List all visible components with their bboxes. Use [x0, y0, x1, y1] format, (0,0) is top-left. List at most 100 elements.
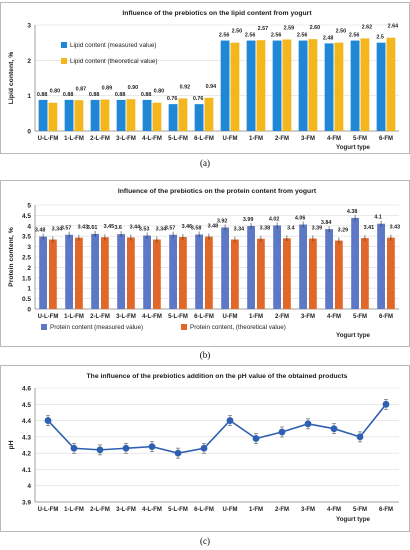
data-label: 2.5	[376, 35, 384, 41]
bar-measured	[142, 99, 152, 131]
bar-theoretical	[205, 236, 213, 309]
bar-theoretical	[127, 237, 135, 309]
data-label: 0.76	[167, 96, 178, 102]
data-label: 0.88	[141, 92, 152, 98]
bar-theoretical	[282, 39, 292, 132]
x-tick-label: 4-L-FM	[142, 507, 162, 513]
legend-entry: Lipid content (theoretical value)	[70, 58, 158, 65]
bar-theoretical	[387, 237, 395, 309]
lipid-chart-panel: Influence of the prebiotics on the lipid…	[0, 2, 410, 154]
data-point	[200, 444, 208, 452]
x-tick-label: 2-FM	[275, 136, 289, 142]
y-tick-label: 3.9	[22, 500, 31, 507]
data-point	[330, 425, 338, 433]
data-label: 3.99	[243, 217, 254, 223]
data-label: 3.6	[114, 225, 122, 231]
x-tick-label: 5-FM	[353, 136, 367, 142]
data-label: 3.38	[260, 226, 271, 232]
x-tick-label: 3-L-FM	[116, 136, 136, 142]
x-tick-label: 5-L-FM	[168, 136, 188, 142]
x-tick-label: U-L-FM	[38, 314, 59, 320]
bar-theoretical	[152, 102, 162, 131]
x-tick-label: 1-L-FM	[64, 136, 84, 142]
ph-chart: The influence of the prebiotics addition…	[8, 373, 399, 523]
x-tick-label: 6-FM	[379, 507, 393, 513]
bar-theoretical	[256, 40, 266, 132]
bar-theoretical	[75, 237, 83, 309]
x-tick-label: 6-FM	[379, 314, 393, 320]
x-tick-label: 2-L-FM	[90, 507, 110, 513]
data-label: 0.90	[128, 85, 139, 91]
data-label: 2.60	[310, 25, 321, 31]
y-tick-label: 0	[27, 129, 31, 136]
chart-title: The influence of the prebiotics addition…	[87, 373, 348, 380]
y-tick-label: 4.6	[22, 386, 31, 393]
data-label: 3.57	[61, 226, 72, 232]
data-label: 3.92	[217, 218, 228, 224]
bar-measured	[377, 223, 385, 309]
bar-measured	[169, 234, 177, 309]
y-tick-label: 0	[27, 307, 31, 314]
data-label: 3.45	[104, 224, 115, 230]
data-point	[304, 420, 312, 428]
x-axis-label: Yogurt type	[336, 516, 370, 523]
x-tick-label: 2-FM	[275, 507, 289, 513]
y-tick-label: 4.2	[22, 451, 31, 458]
caption-c: (c)	[200, 536, 210, 546]
data-label: 3.48	[208, 224, 219, 230]
data-label: 2.59	[284, 25, 295, 31]
x-tick-label: U-L-FM	[38, 507, 59, 513]
bar-measured	[376, 42, 386, 131]
bar-theoretical	[230, 42, 240, 131]
data-label: 3.41	[364, 225, 375, 231]
bar-measured	[39, 236, 47, 309]
ph-series-line	[47, 403, 387, 454]
bar-measured	[64, 99, 74, 131]
bar-measured	[350, 40, 360, 132]
bar-measured	[143, 235, 151, 309]
bar-theoretical	[335, 240, 343, 309]
data-label: 3.39	[312, 225, 323, 231]
x-tick-label: 2-L-FM	[90, 136, 110, 142]
y-tick-label: 1.5	[22, 275, 31, 282]
legend-entry: Lipid content (measured value)	[70, 42, 156, 49]
caption-a: (a)	[200, 158, 210, 168]
x-tick-label: 1-FM	[249, 314, 263, 320]
chart-title: Influence of the prebiotics on the lipid…	[122, 10, 312, 17]
bar-measured	[194, 104, 204, 131]
bar-measured	[117, 234, 125, 309]
bar-theoretical	[283, 238, 291, 309]
data-point	[44, 417, 52, 424]
data-label: 3.44	[130, 224, 141, 230]
data-label: 2.50	[336, 29, 347, 35]
data-label: 3.43	[78, 225, 89, 231]
bar-measured	[246, 40, 256, 132]
bar-theoretical	[101, 237, 109, 309]
data-point	[122, 444, 130, 452]
x-tick-label: 1-L-FM	[64, 314, 84, 320]
data-label: 2.57	[258, 26, 269, 32]
bar-theoretical	[126, 99, 136, 131]
y-tick-label: 2	[27, 265, 31, 272]
x-tick-label: 5-FM	[353, 507, 367, 513]
data-label: 0.80	[50, 89, 61, 95]
data-point	[226, 417, 234, 424]
legend-entry: Protein content (measured value)	[50, 324, 143, 331]
ph-chart-panel: The influence of the prebiotics addition…	[0, 365, 410, 532]
y-axis-label: Protein content, %	[8, 227, 15, 287]
data-label: 3.43	[390, 225, 401, 231]
data-label: 0.88	[89, 92, 100, 98]
data-label: 4.1	[374, 215, 382, 221]
bar-theoretical	[257, 238, 265, 309]
data-label: 3.4	[287, 225, 295, 231]
data-label: 0.94	[206, 84, 217, 90]
data-label: 2.56	[271, 33, 282, 39]
data-label: 0.76	[193, 96, 204, 102]
y-tick-label: 3.5	[22, 234, 31, 241]
data-label: 2.56	[245, 33, 256, 39]
x-tick-label: 6-L-FM	[194, 136, 214, 142]
bar-measured	[299, 224, 307, 309]
data-label: 0.88	[63, 92, 74, 98]
bar-theoretical	[309, 238, 317, 309]
y-tick-label: 4.5	[22, 213, 31, 220]
